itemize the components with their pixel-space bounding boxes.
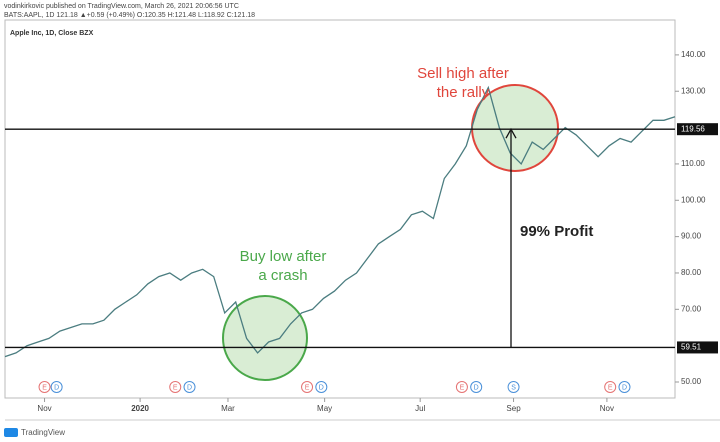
buy-annotation: Buy low after: [240, 248, 327, 265]
event-marker: [507, 381, 520, 393]
brand-logo: [4, 428, 18, 437]
event-label: S: [511, 384, 516, 391]
level-tag: [677, 123, 718, 136]
event-marker: [604, 381, 617, 393]
profit-annotation: 99% Profit: [520, 223, 593, 240]
event-label: E: [305, 384, 310, 391]
buy-circle: [222, 295, 308, 381]
author-line: vodinkirkovic published on TradingView.c…: [4, 3, 239, 10]
plot-frame: [4, 19, 676, 399]
event-label: E: [42, 384, 47, 391]
x-tick-label: Jul: [415, 404, 425, 413]
y-tick-label: 100.00: [681, 195, 706, 204]
y-tick-label: 90.00: [681, 232, 702, 241]
y-tick-label: 70.00: [681, 304, 702, 313]
x-tick-label: Nov: [37, 404, 51, 413]
event-marker: [38, 381, 51, 393]
event-label: D: [474, 384, 479, 391]
event-marker: [315, 381, 328, 393]
x-tick-label: 2020: [131, 404, 149, 413]
y-tick-label: 50.00: [681, 377, 702, 386]
brand: TradingView: [21, 428, 65, 437]
level-tag: [677, 341, 718, 354]
chart-title: Apple Inc, 1D, Close BZX: [10, 30, 94, 37]
x-tick-label: May: [317, 404, 332, 413]
y-tick-label: 110.00: [681, 159, 705, 168]
event-label: E: [460, 384, 465, 391]
event-label: D: [319, 384, 324, 391]
x-tick-label: Nov: [600, 404, 614, 413]
event-label: D: [187, 384, 192, 391]
event-marker: [183, 381, 196, 393]
sell-annotation: the rally: [437, 84, 490, 101]
event-label: E: [173, 384, 178, 391]
buy-annotation: a crash: [258, 267, 307, 284]
profit-arrowhead: [505, 127, 517, 139]
event-marker: [50, 381, 63, 393]
event-marker: [169, 381, 182, 393]
sell-annotation: Sell high after: [417, 65, 509, 82]
y-tick-label: 80.00: [681, 268, 702, 277]
event-label: D: [54, 384, 59, 391]
x-tick-label: Mar: [221, 404, 235, 413]
y-tick-label: 140.00: [681, 50, 706, 59]
event-label: E: [608, 384, 613, 391]
event-marker: [618, 381, 631, 393]
event-marker: [301, 381, 314, 393]
quote-line: BATS:AAPL, 1D 121.18 ▲+0.59 (+0.49%) O:1…: [4, 12, 255, 19]
level-label: 59.51: [681, 343, 702, 352]
event-marker: [470, 381, 483, 393]
event-marker: [455, 381, 468, 393]
level-label: 119.56: [681, 124, 705, 133]
event-label: D: [622, 384, 627, 391]
y-tick-label: 130.00: [681, 86, 706, 95]
x-tick-label: Sep: [506, 404, 521, 413]
